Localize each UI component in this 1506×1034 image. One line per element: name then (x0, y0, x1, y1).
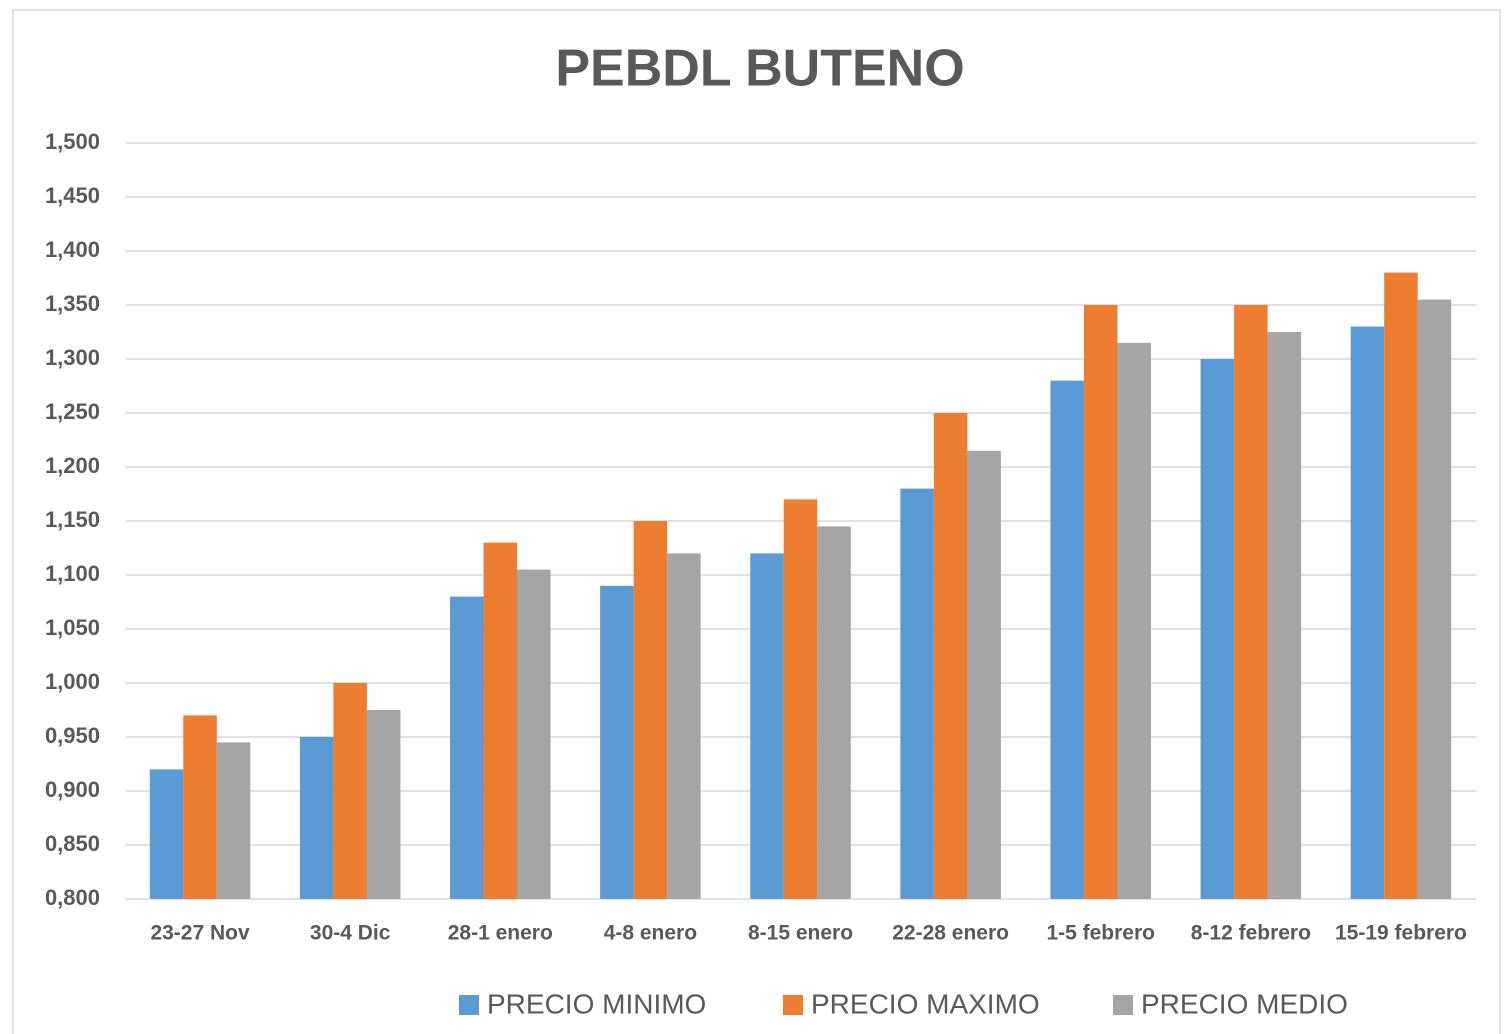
bar (1384, 272, 1418, 900)
x-tick-label: 8-12 febrero (1191, 922, 1311, 945)
bar (299, 737, 334, 899)
bar (1200, 359, 1235, 899)
y-tick-label: 0,900 (45, 777, 100, 802)
x-tick-label: 23-27 Nov (150, 922, 250, 945)
y-tick-label: 1,200 (45, 453, 100, 478)
y-tick-label: 1,450 (45, 183, 100, 208)
x-tick-label: 8-15 enero (748, 922, 853, 945)
legend-label: PRECIO MAXIMO (811, 988, 1040, 1019)
bar (366, 710, 401, 899)
y-tick-label: 1,150 (45, 507, 100, 532)
x-tick-label: 28-1 enero (448, 922, 553, 945)
bar (933, 413, 968, 899)
legend-label: PRECIO MINIMO (487, 988, 706, 1019)
y-tick-label: 1,000 (45, 669, 100, 694)
bar (1350, 326, 1385, 900)
y-tick-label: 1,100 (45, 561, 100, 586)
bar (1417, 299, 1452, 900)
bar (1083, 305, 1118, 899)
bar (900, 488, 934, 899)
y-tick-label: 0,800 (45, 885, 100, 910)
bar (450, 596, 484, 899)
y-tick-label: 1,300 (45, 345, 100, 370)
bar (1267, 332, 1302, 899)
bar (1117, 342, 1151, 899)
legend-swatch (783, 995, 803, 1015)
y-tick-label: 1,500 (45, 129, 100, 154)
bar (183, 715, 217, 899)
y-tick-label: 1,250 (45, 399, 100, 424)
y-tick-label: 1,050 (45, 615, 100, 640)
x-tick-label: 30-4 Dic (310, 922, 391, 945)
bar (667, 553, 701, 899)
bar (1050, 380, 1084, 900)
bar (1234, 305, 1268, 899)
bar (333, 683, 367, 899)
chart-title: PEBDL BUTENO (555, 40, 964, 98)
legend-label: PRECIO MEDIO (1141, 988, 1348, 1019)
bar (750, 553, 784, 899)
y-tick-label: 1,350 (45, 291, 100, 316)
bar (817, 526, 851, 899)
x-tick-label: 4-8 enero (604, 922, 697, 945)
y-tick-label: 0,850 (45, 831, 100, 856)
bar (149, 769, 184, 899)
legend-swatch (459, 995, 479, 1015)
bar (483, 542, 518, 899)
bar (517, 569, 551, 899)
x-tick-label: 15-19 febrero (1335, 922, 1467, 945)
y-tick-label: 0,950 (45, 723, 100, 748)
bar (967, 450, 1001, 899)
bar (600, 585, 634, 899)
y-tick-label: 1,400 (45, 237, 100, 262)
legend-swatch (1113, 995, 1133, 1015)
bar (783, 499, 818, 899)
bar (633, 521, 668, 899)
x-tick-label: 22-28 enero (892, 922, 1009, 945)
bar (216, 742, 251, 899)
x-tick-label: 1-5 febrero (1046, 922, 1155, 945)
